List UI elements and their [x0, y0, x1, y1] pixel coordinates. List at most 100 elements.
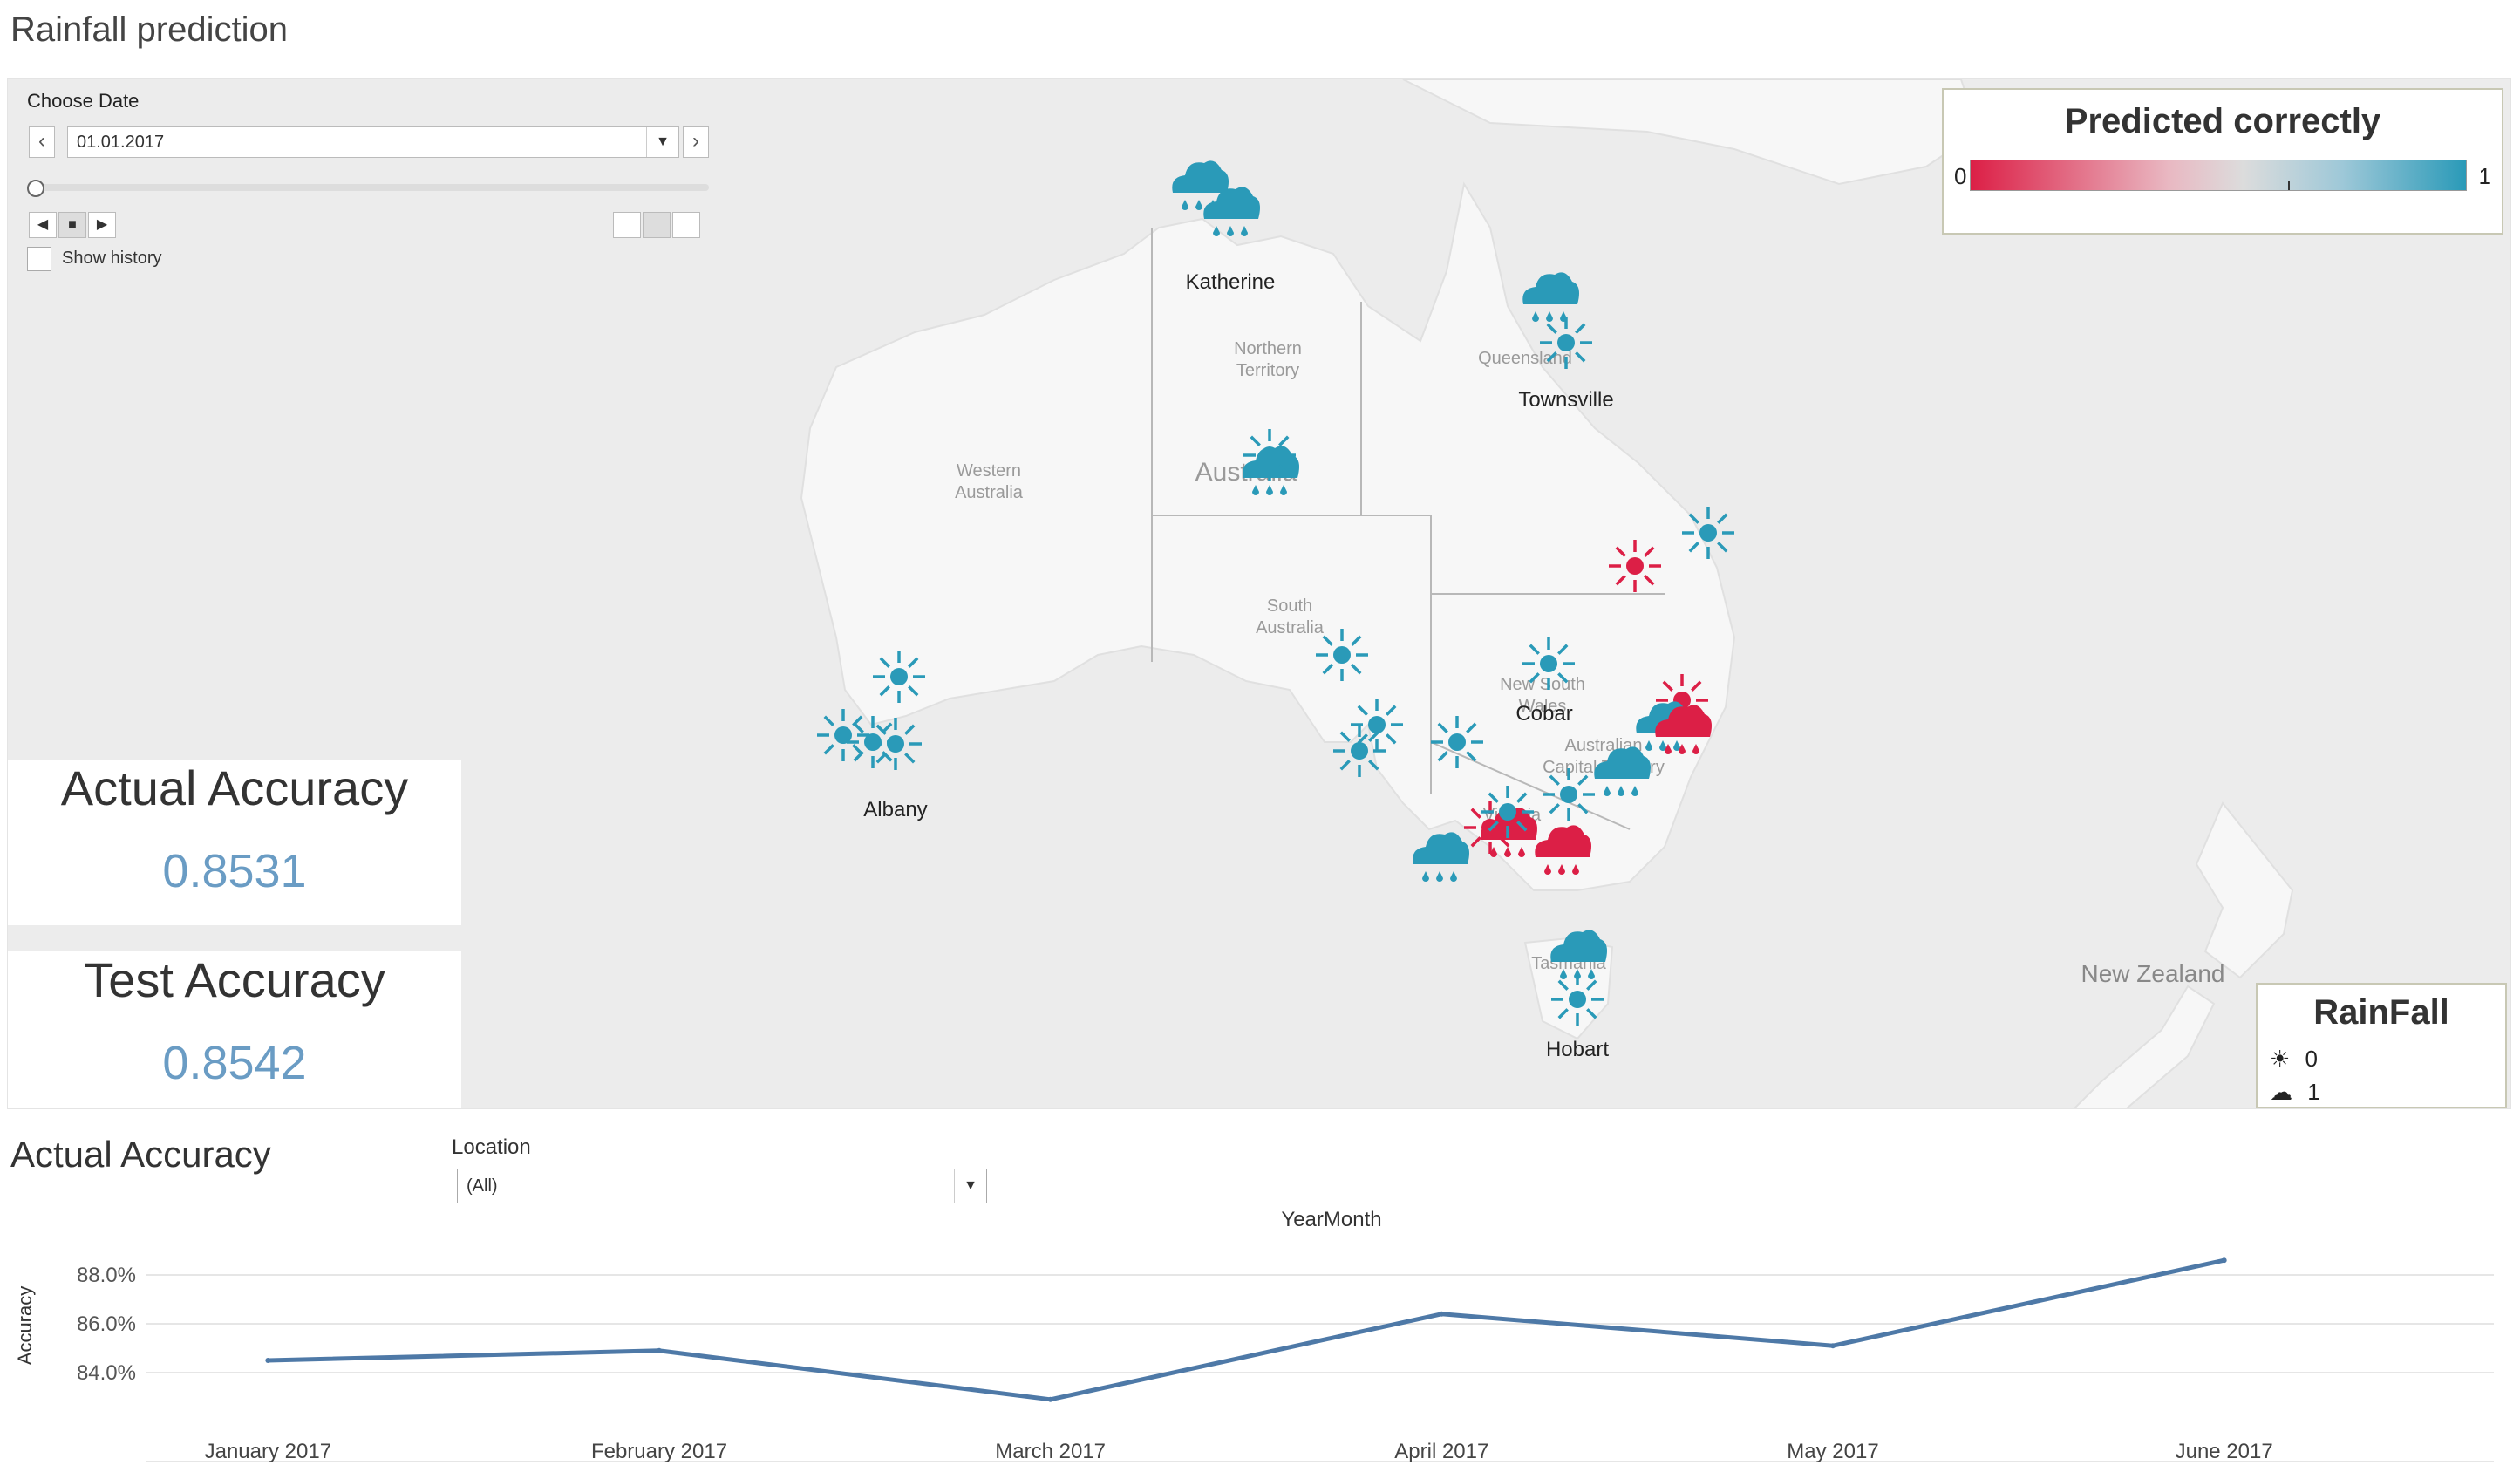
map-marker-rain-icon[interactable]	[1535, 825, 1591, 875]
chart-title: Actual Accuracy	[10, 1134, 271, 1175]
region-label: New South	[1500, 675, 1585, 694]
actual-accuracy-kpi: Actual Accuracy 0.8531	[8, 760, 461, 925]
actual-accuracy-value: 0.8531	[162, 845, 307, 897]
map-marker-rain-icon[interactable]	[1550, 930, 1607, 979]
chart-grid	[146, 1274, 2494, 1462]
color-ramp	[1970, 160, 2467, 191]
map-marker-rain-icon[interactable]	[1594, 746, 1651, 796]
region-label: Wales	[1519, 697, 1567, 716]
city-label: Townsville	[1518, 388, 1613, 412]
map-marker-sun-icon[interactable]	[1682, 507, 1734, 559]
location-select[interactable]: (All) ▼	[457, 1169, 987, 1203]
previous-date-button[interactable]: ‹	[29, 126, 55, 158]
date-slider-track[interactable]	[32, 184, 709, 191]
region-label: Territory	[1236, 361, 1299, 380]
chart-top-label: YearMonth	[1281, 1208, 1381, 1231]
state-borders	[1151, 228, 1665, 830]
chevron-down-icon[interactable]: ▼	[954, 1169, 986, 1203]
legend-item-label: 0	[2305, 1046, 2319, 1072]
speed-medium-button[interactable]	[643, 212, 671, 238]
map-marker-sun-icon[interactable]	[1481, 786, 1534, 838]
map-marker-sun-icon[interactable]	[1431, 716, 1483, 768]
map-marker-sun-icon[interactable]	[873, 651, 925, 703]
map-marker-sun-icon[interactable]	[1543, 768, 1595, 821]
map-marker-sun-icon[interactable]	[817, 709, 869, 761]
chevron-down-icon[interactable]: ▼	[646, 127, 678, 157]
city-label: Cobar	[1515, 702, 1572, 726]
ramp-tick	[2287, 181, 2290, 190]
y-tick-labels: 84.0% 86.0% 88.0%	[77, 1264, 136, 1385]
choose-date-label: Choose Date	[27, 90, 140, 112]
show-history-label: Show history	[62, 249, 162, 268]
new-zealand-landmass	[2073, 801, 2294, 1108]
map-marker-sun-icon[interactable]	[847, 716, 899, 768]
rain-cloud-icon: ☁	[2270, 1079, 2292, 1105]
x-tick-labels: January 2017 February 2017 March 2017 April…	[205, 1440, 2273, 1463]
location-value: (All)	[467, 1176, 498, 1196]
map-marker-sun-icon[interactable]	[1522, 637, 1575, 690]
legend-title: Predicted correctly	[2064, 102, 2381, 140]
legend-item: ☀ 0	[2270, 1046, 2318, 1073]
marker-layer[interactable]	[817, 160, 1734, 1026]
map-marker-sun-icon[interactable]	[1333, 725, 1386, 777]
rainfall-legend: RainFall ☀ 0 ☁ 1	[2256, 983, 2507, 1108]
region-label: Queensland	[1478, 349, 1572, 368]
map-marker-rain-icon[interactable]	[1655, 705, 1712, 754]
map-marker-rain-icon[interactable]	[1413, 832, 1469, 882]
x-tick-label: April 2017	[1394, 1440, 1488, 1463]
accuracy-line-chart[interactable]: YearMonth Accuracy 84.0% 86.0% 88.0% Janua…	[0, 1203, 2520, 1479]
map-marker-sun-icon[interactable]	[869, 718, 922, 770]
test-accuracy-kpi: Test Accuracy 0.8542	[8, 951, 461, 1108]
data-point[interactable]	[1439, 1311, 1445, 1317]
series-line[interactable]	[268, 1257, 2225, 1402]
legend-item: ☁ 1	[2270, 1079, 2320, 1106]
location-filter-label: Location	[452, 1135, 531, 1159]
next-date-button[interactable]: ›	[683, 126, 709, 158]
map-marker-sun-icon[interactable]	[1609, 540, 1661, 592]
map-marker-sun-icon[interactable]	[1551, 973, 1604, 1026]
map-canvas[interactable]: Western Australia Northern Territory Sou…	[8, 79, 2510, 1108]
map-marker-sun-icon[interactable]	[1316, 629, 1368, 681]
date-select[interactable]: 01.01.2017 ▼	[67, 126, 679, 158]
show-history-checkbox[interactable]	[27, 247, 51, 271]
test-accuracy-title: Test Accuracy	[84, 952, 385, 1007]
stop-button[interactable]: ■	[58, 212, 86, 238]
date-value: 01.01.2017	[77, 133, 165, 152]
region-label: South	[1267, 596, 1312, 616]
legend-max-label: 1	[2478, 163, 2491, 189]
map-marker-sun-icon[interactable]	[1243, 429, 1296, 481]
region-label: Australia	[1256, 618, 1325, 637]
x-tick-label: May 2017	[1787, 1440, 1878, 1463]
data-point[interactable]	[657, 1347, 662, 1353]
data-point[interactable]	[265, 1358, 271, 1363]
play-button[interactable]: ▶	[88, 212, 116, 238]
legend-item-label: 1	[2307, 1079, 2320, 1105]
chart-series[interactable]	[265, 1257, 2227, 1402]
data-point[interactable]	[1830, 1343, 1836, 1349]
region-label: Northern	[1234, 339, 1302, 358]
map-marker-rain-icon[interactable]	[1203, 187, 1260, 236]
date-slider-handle[interactable]	[27, 180, 44, 197]
x-tick-label: March 2017	[995, 1440, 1106, 1463]
actual-accuracy-title: Actual Accuracy	[60, 760, 409, 815]
y-axis-label: Accuracy	[14, 1286, 36, 1365]
data-point[interactable]	[2221, 1257, 2227, 1264]
x-tick-label: February 2017	[591, 1440, 727, 1463]
date-filter-control: Choose Date ‹ 01.01.2017 ▼ › ◀ ■ ▶ Show …	[18, 90, 709, 271]
data-point[interactable]	[1047, 1396, 1053, 1402]
city-label: Hobart	[1546, 1038, 1609, 1061]
predicted-correctly-legend: Predicted correctly 0 1	[1942, 88, 2503, 235]
speed-fast-button[interactable]	[672, 212, 700, 238]
map-marker-sun-icon[interactable]	[1351, 699, 1403, 751]
city-label: Katherine	[1186, 270, 1276, 294]
y-tick-label: 84.0%	[77, 1361, 136, 1385]
speed-slow-button[interactable]	[613, 212, 641, 238]
step-back-button[interactable]: ◀	[29, 212, 57, 238]
page-title: Rainfall prediction	[10, 10, 288, 49]
legend-title: RainFall	[2313, 993, 2449, 1032]
sun-icon: ☀	[2270, 1046, 2291, 1072]
map-marker-sun-icon[interactable]	[1540, 317, 1592, 369]
map-panel[interactable]: Western Australia Northern Territory Sou…	[7, 78, 2511, 1109]
region-label: Western	[957, 461, 1021, 481]
map-city-labels: Katherine Townsville Cobar Albany Hobart…	[863, 270, 2224, 1061]
